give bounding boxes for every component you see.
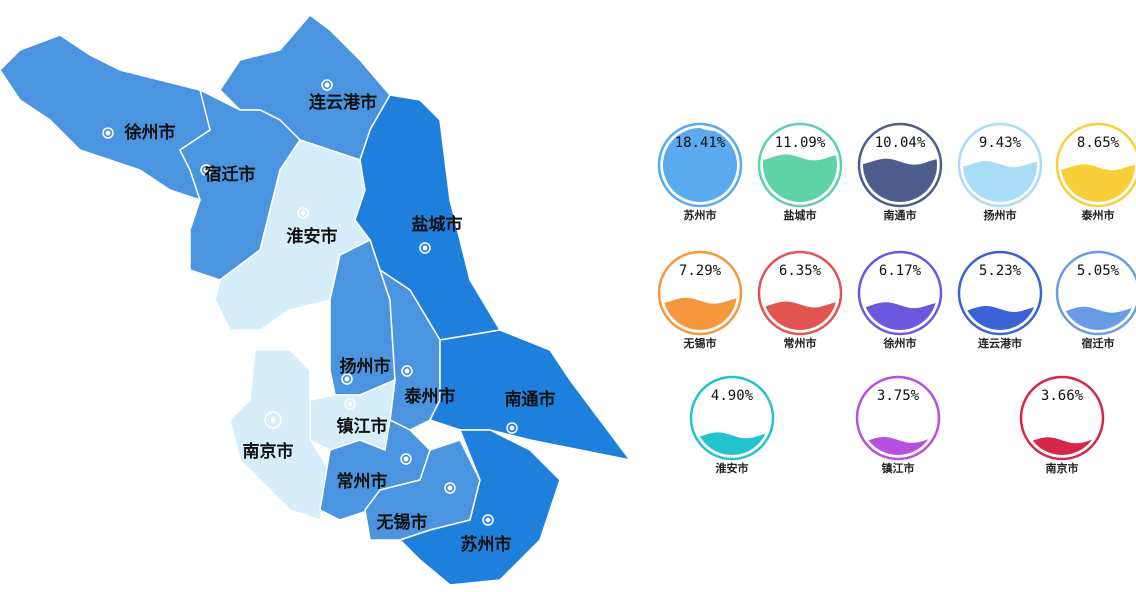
gauge-value: 10.04% (875, 135, 926, 151)
gauge-name: 南京市 (1046, 461, 1079, 475)
gauge-value: 3.75% (877, 388, 920, 404)
city-label: 镇江市 (337, 416, 388, 437)
city-label: 连云港市 (309, 92, 377, 113)
gauge: 5.05% 宿迁市 (1055, 250, 1136, 350)
gauge-value: 18.41% (675, 135, 726, 151)
city-marker (200, 164, 212, 176)
gauge-name: 连云港市 (978, 336, 1022, 350)
gauge-name: 苏州市 (684, 208, 717, 222)
city-dot (422, 245, 428, 251)
city-dot (300, 210, 306, 216)
city-dot (485, 517, 491, 523)
city-dot (403, 456, 409, 462)
city-label: 南京市 (243, 441, 294, 462)
city-label: 徐州市 (124, 122, 176, 143)
city-label: 苏州市 (461, 534, 512, 555)
city-marker (344, 398, 356, 410)
city-dot (347, 401, 353, 407)
city-marker (102, 127, 114, 139)
gauge: 7.29% 无锡市 (657, 250, 743, 350)
gauge-value: 4.90% (711, 388, 754, 404)
city-dot (203, 167, 209, 173)
gauge: 6.35% 常州市 (757, 250, 843, 350)
gauge-value: 8.65% (1077, 135, 1120, 151)
gauge-value: 3.66% (1041, 388, 1084, 404)
gauge-name: 无锡市 (683, 336, 717, 350)
gauge-name: 徐州市 (883, 336, 917, 350)
city-marker (482, 514, 494, 526)
region-nantong (428, 329, 632, 462)
city-label: 常州市 (337, 471, 388, 492)
gauge-fill (663, 128, 737, 202)
city-dot (404, 368, 410, 374)
city-marker (297, 207, 309, 219)
gauge: 3.66% 南京市 (1019, 375, 1105, 475)
city-label: 盐城市 (412, 214, 463, 235)
gauge-name: 镇江市 (882, 461, 915, 475)
gauge-name: 淮安市 (716, 461, 749, 475)
gauge: 10.04% 南通市 (857, 122, 943, 222)
city-label: 扬州市 (340, 356, 391, 377)
gauge: 5.23% 连云港市 (957, 250, 1043, 350)
gauge: 3.75% 镇江市 (855, 375, 941, 475)
city-dot (324, 82, 330, 88)
region-nanjing (229, 349, 331, 521)
city-marker (419, 242, 431, 254)
city-dot (447, 485, 453, 491)
gauge-value: 11.09% (775, 135, 826, 151)
city-marker (401, 365, 413, 377)
gauge-name: 盐城市 (784, 208, 817, 222)
gauge: 18.41% 苏州市 (657, 122, 743, 222)
city-label: 淮安市 (287, 226, 338, 247)
city-marker (506, 422, 518, 434)
gauge-value: 7.29% (679, 263, 722, 279)
city-label: 泰州市 (405, 386, 456, 407)
gauge: 6.17% 徐州市 (857, 250, 943, 350)
city-dot (509, 425, 515, 431)
city-dot (344, 376, 350, 382)
gauge: 11.09% 盐城市 (757, 122, 843, 222)
region-taizhou (378, 268, 441, 431)
gauge-name: 扬州市 (984, 208, 1017, 222)
gauge-name: 南通市 (884, 208, 917, 222)
gauge-name: 常州市 (784, 336, 817, 350)
city-dot (270, 417, 276, 423)
city-marker (444, 482, 456, 494)
city-label: 南通市 (505, 389, 556, 410)
city-marker (264, 411, 282, 429)
city-label: 宿迁市 (205, 164, 256, 185)
gauge-fill (763, 154, 837, 202)
gauge-name: 宿迁市 (1082, 336, 1115, 350)
gauge-name: 泰州市 (1081, 208, 1115, 222)
gauge: 8.65% 泰州市 (1055, 122, 1136, 222)
region-suzhou (398, 429, 561, 586)
gauge-value: 5.05% (1077, 263, 1120, 279)
gauge-value: 9.43% (979, 135, 1022, 151)
city-marker (321, 79, 333, 91)
gauge-value: 6.35% (779, 263, 822, 279)
gauge: 4.90% 淮安市 (689, 375, 775, 475)
city-marker (400, 453, 412, 465)
gauge-value: 6.17% (879, 263, 922, 279)
city-label: 无锡市 (376, 512, 428, 533)
gauge-value: 5.23% (979, 263, 1022, 279)
gauge: 9.43% 扬州市 (957, 122, 1043, 222)
city-dot (105, 130, 111, 136)
city-marker (341, 373, 353, 385)
